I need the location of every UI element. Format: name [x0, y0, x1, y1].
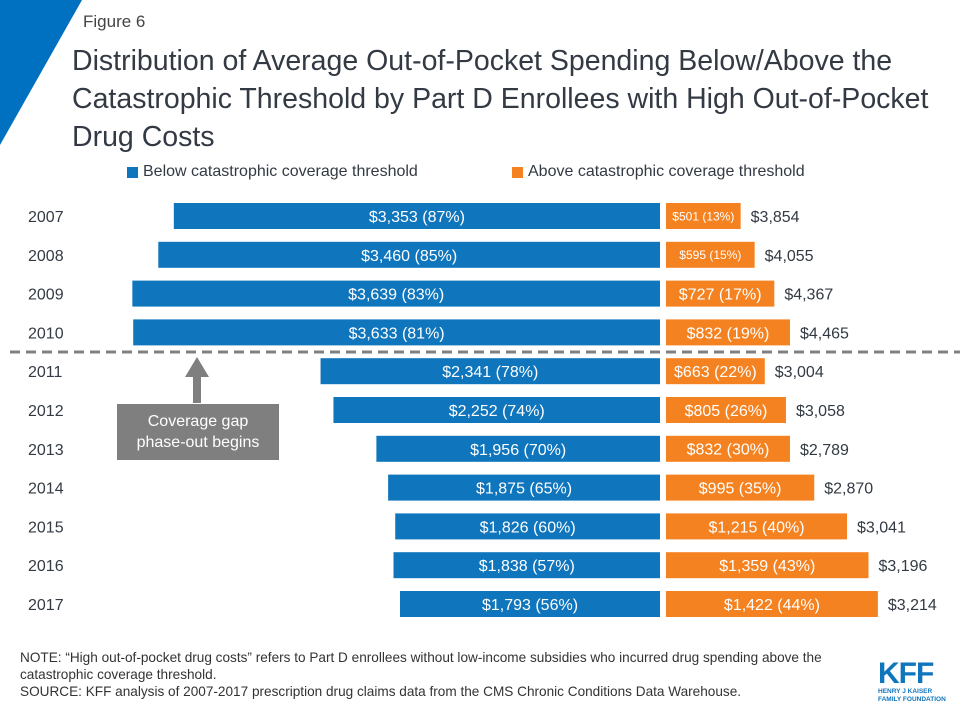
bar-below-label: $3,633 (81%) — [349, 325, 445, 342]
year-label: 2017 — [28, 597, 64, 614]
bar-below — [393, 552, 660, 579]
bar-above — [666, 591, 878, 617]
bar-below-label: $1,875 (65%) — [476, 481, 572, 498]
total-label: $3,004 — [775, 364, 824, 381]
total-label: $4,055 — [765, 248, 814, 265]
total-label: $2,789 — [800, 442, 849, 459]
year-label: 2009 — [28, 287, 64, 304]
chart-area: 2007 $3,353 (87%) $501 (13%) $3,854 2008 $3,4… — [10, 203, 960, 617]
legend-below: Below catastrophic coverage threshold — [127, 163, 418, 181]
bar-above-label: $727 (17%) — [679, 287, 762, 304]
bar-below — [400, 591, 660, 617]
bar-above-label: $1,215 (40%) — [708, 519, 804, 536]
year-label: 2016 — [28, 558, 64, 575]
bar-below-label: $2,252 (74%) — [449, 403, 545, 420]
year-label: 2012 — [28, 403, 64, 420]
annotation-box: Coverage gap phase-out begins — [117, 404, 279, 460]
footnote: NOTE: “High out-of-pocket drug costs” re… — [20, 649, 870, 700]
bar-below-label: $1,826 (60%) — [480, 519, 576, 536]
bar-above-label: $805 (26%) — [685, 403, 768, 420]
corner-accent — [0, 0, 82, 145]
bar-below — [173, 203, 660, 229]
bar-below — [376, 435, 660, 462]
year-label: 2013 — [28, 442, 64, 459]
bar-below-label: $2,341 (78%) — [442, 364, 538, 381]
bar-below — [158, 241, 661, 268]
year-label: 2015 — [28, 519, 64, 536]
total-label: $3,058 — [796, 403, 845, 420]
legend-label-below: Below catastrophic coverage threshold — [143, 163, 418, 180]
arrow-shaft — [193, 375, 201, 403]
total-label: $3,214 — [888, 597, 937, 614]
year-label: 2014 — [28, 481, 64, 498]
legend-above: Above catastrophic coverage threshold — [512, 163, 805, 181]
total-label: $3,041 — [857, 519, 906, 536]
annotation-line1: Coverage gap — [147, 413, 249, 430]
year-label: 2008 — [28, 248, 64, 265]
bar-below-label: $1,838 (57%) — [479, 558, 575, 575]
bar-above — [666, 280, 775, 307]
bar-above-label: $501 (13%) — [672, 209, 734, 223]
bar-above-label: $663 (22%) — [674, 364, 757, 381]
bar-above-label: $595 (15%) — [679, 248, 741, 262]
logo-line1: HENRY J KAISER — [878, 688, 933, 695]
bar-below-label: $1,793 (56%) — [482, 597, 578, 614]
total-label: $2,870 — [824, 481, 873, 498]
logo-line2: FAMILY FOUNDATION — [878, 696, 946, 703]
bar-above — [666, 552, 869, 579]
total-label: $3,196 — [878, 558, 927, 575]
bar-above — [666, 319, 790, 346]
total-label: $4,465 — [800, 325, 849, 342]
bar-above — [666, 358, 765, 385]
bar-below-label: $1,956 (70%) — [470, 442, 566, 459]
bar-above-label: $832 (19%) — [687, 325, 770, 342]
logo-mark: KFF — [878, 657, 934, 690]
bar-above — [666, 435, 790, 462]
legend-swatch-above — [512, 166, 523, 178]
bar-above — [666, 241, 755, 268]
bar-above — [666, 513, 848, 540]
bar-above-label: $832 (30%) — [687, 442, 770, 459]
bar-below — [320, 358, 660, 385]
legend-swatch-below — [127, 166, 138, 178]
bar-below-label: $3,639 (83%) — [348, 287, 444, 304]
bar-above-label: $1,422 (44%) — [724, 597, 820, 614]
legend-label-above: Above catastrophic coverage threshold — [528, 163, 805, 180]
bar-below — [133, 319, 661, 346]
bar-above — [666, 474, 815, 501]
source-text: SOURCE: KFF analysis of 2007-2017 prescr… — [20, 684, 742, 699]
figure-label: Figure 6 — [83, 12, 146, 31]
arrow-head — [185, 357, 209, 377]
kff-logo: KFF HENRY J KAISER FAMILY FOUNDATION — [878, 657, 946, 704]
year-label: 2011 — [28, 364, 63, 381]
bar-below — [395, 513, 660, 540]
chart-title: Distribution of Average Out-of-Pocket Sp… — [72, 45, 929, 153]
bar-above-label: $1,359 (43%) — [719, 558, 815, 575]
total-label: $4,367 — [784, 287, 833, 304]
bar-below-label: $3,353 (87%) — [369, 209, 465, 226]
bar-below — [388, 474, 660, 501]
bar-above-label: $995 (35%) — [699, 481, 782, 498]
total-label: $3,854 — [751, 209, 800, 226]
bar-above — [666, 397, 786, 423]
bar-below — [132, 280, 661, 307]
note-text: NOTE: “High out-of-pocket drug costs” re… — [20, 650, 822, 682]
bar-below — [333, 397, 660, 423]
bar-above — [666, 203, 741, 229]
bar-below-label: $3,460 (85%) — [361, 248, 457, 265]
year-label: 2010 — [28, 325, 64, 342]
annotation-line2: phase-out begins — [136, 434, 260, 451]
year-label: 2007 — [28, 209, 64, 226]
